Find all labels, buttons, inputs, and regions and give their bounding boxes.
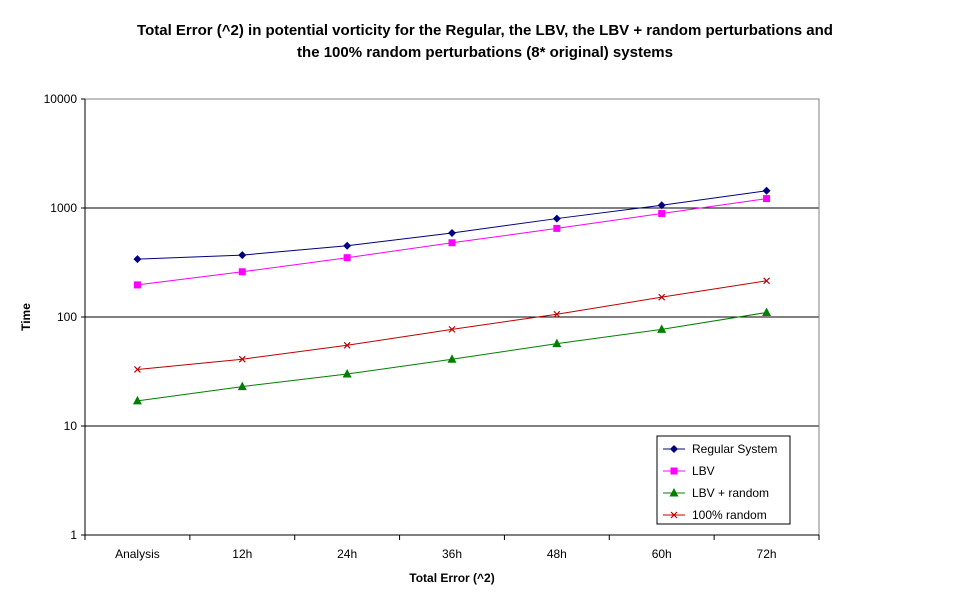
data-point-100-random <box>238 355 246 363</box>
x-tick-label: 24h <box>337 547 357 561</box>
legend-label: LBV + random <box>692 486 769 500</box>
legend: Regular System LBV LBV + random 100% random <box>656 435 791 525</box>
y-tick-label: 1000 <box>50 201 77 215</box>
y-tick-label: 10 <box>64 419 78 433</box>
data-point-100-random <box>658 293 666 301</box>
y-tick-label: 10000 <box>44 92 78 106</box>
data-point-regular-system <box>448 228 456 237</box>
series-regular-system <box>133 186 771 264</box>
data-point-lbv <box>238 268 246 276</box>
data-point-regular-system <box>238 251 247 260</box>
legend-item-regular-system: Regular System <box>663 442 777 456</box>
chart-title-line-1: Total Error (^2) in potential vorticity … <box>137 22 833 39</box>
legend-label: 100% random <box>692 508 767 522</box>
data-point-lbv <box>553 224 561 232</box>
data-point-lbv <box>658 210 666 218</box>
x-tick-label: 48h <box>547 547 567 561</box>
legend-marker <box>670 445 678 453</box>
legend-label: Regular System <box>692 442 777 456</box>
x-axis: Analysis 12h 24h 36h 48h 60h 72h <box>84 534 820 561</box>
series-lines <box>132 186 772 405</box>
data-point-lbv-random <box>657 324 667 333</box>
data-point-lbv <box>763 195 771 203</box>
data-point-lbv-random <box>132 395 142 405</box>
data-point-lbv <box>133 281 141 289</box>
x-tick-label: 72h <box>757 547 777 561</box>
x-tick-label: 12h <box>232 547 252 561</box>
legend-item-100-random: 100% random <box>663 508 767 522</box>
series-100-random <box>134 277 770 373</box>
y-axis: 1 10 100 1000 10000 <box>44 92 86 542</box>
gridlines <box>85 207 819 427</box>
data-point-lbv-random <box>447 354 457 363</box>
legend-item-lbv: LBV <box>663 464 715 478</box>
legend-item-lbv-random: LBV + random <box>663 486 769 500</box>
data-point-lbv-random <box>762 307 772 316</box>
legend-marker <box>669 488 679 497</box>
x-tick-label: Analysis <box>115 547 160 561</box>
data-point-lbv-random <box>237 381 247 391</box>
y-tick-label: 1 <box>70 528 77 542</box>
x-tick-label: 36h <box>442 547 462 561</box>
data-point-regular-system <box>762 186 771 195</box>
data-point-lbv <box>343 254 351 262</box>
x-axis-title: Total Error (^2) <box>409 571 494 585</box>
data-point-100-random <box>553 310 561 318</box>
chart-title: Total Error (^2) in potential vorticity … <box>0 20 970 64</box>
data-point-regular-system <box>657 201 666 210</box>
y-axis-title: Time <box>19 303 33 331</box>
data-point-100-random <box>763 277 770 285</box>
data-point-100-random <box>343 341 351 349</box>
data-point-100-random <box>448 325 456 333</box>
data-point-lbv-random <box>342 368 352 378</box>
chart-title-line-2: the 100% random perturbations (8* origin… <box>297 44 673 61</box>
data-point-regular-system <box>343 241 352 250</box>
data-point-100-random <box>134 366 141 373</box>
data-point-regular-system <box>133 255 142 264</box>
data-point-lbv <box>448 239 456 247</box>
legend-box <box>656 435 791 525</box>
series-lbv <box>133 195 771 289</box>
data-point-lbv-random <box>552 338 562 348</box>
x-tick-label: 60h <box>652 547 672 561</box>
series-line-regular-system <box>137 190 767 260</box>
data-point-regular-system <box>552 214 561 223</box>
legend-marker <box>670 511 678 519</box>
legend-label: LBV <box>692 464 715 478</box>
series-lbv-random <box>132 307 772 405</box>
y-tick-label: 100 <box>57 310 77 324</box>
legend-marker <box>670 467 678 475</box>
